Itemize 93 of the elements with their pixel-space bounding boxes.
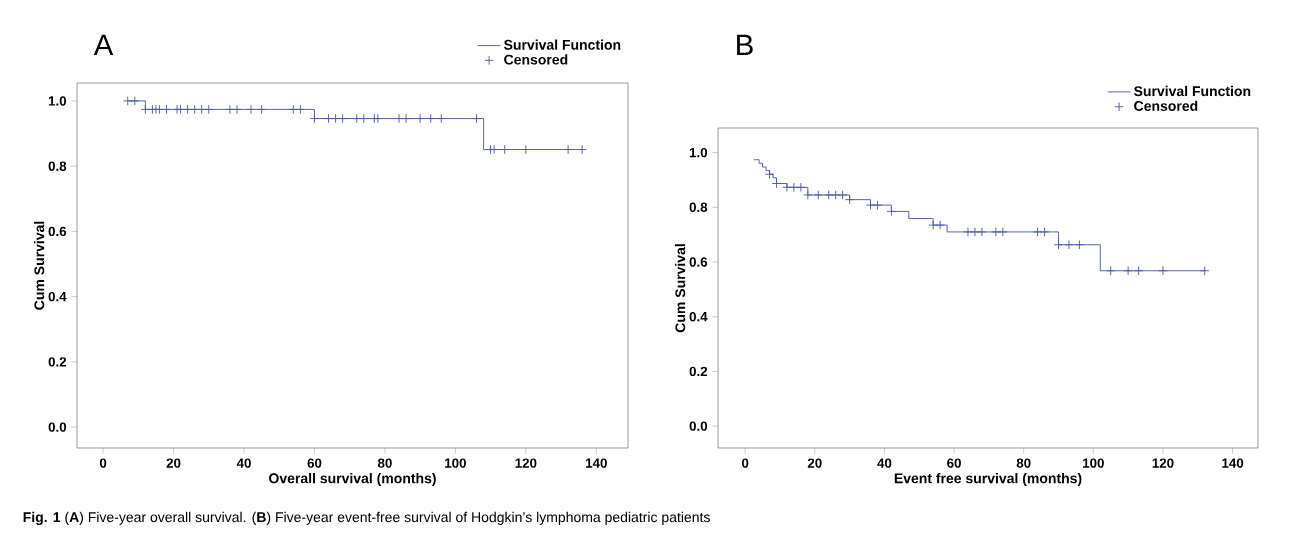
- point: [865, 200, 876, 210]
- point: [161, 104, 172, 115]
- y-tick-label: 0.6: [689, 257, 708, 267]
- y-tick-label: 1.0: [48, 96, 67, 106]
- point: [886, 206, 897, 217]
- point: [140, 104, 151, 115]
- y-tick-label: 0.2: [689, 366, 708, 377]
- y-tick-label: 0.2: [48, 357, 67, 367]
- point: [295, 104, 306, 115]
- point: [935, 220, 945, 230]
- point: [991, 227, 1001, 237]
- point: [246, 104, 256, 115]
- x-tick-label: 100: [1083, 458, 1104, 468]
- point: [1039, 227, 1050, 237]
- point: [204, 104, 214, 115]
- point: [813, 190, 824, 200]
- point: [577, 144, 587, 155]
- point: [563, 144, 573, 155]
- legend-label: Survival Function: [504, 39, 621, 50]
- y-tick-label: 0.0: [689, 421, 708, 431]
- point: [309, 113, 320, 124]
- point: [1032, 227, 1043, 237]
- x-axis-title: Event free survival (months): [894, 472, 1082, 487]
- y-axis-title: Cum Survival: [33, 221, 45, 310]
- point: [225, 104, 235, 115]
- point: [499, 144, 510, 155]
- point: [998, 227, 1008, 237]
- point: [764, 169, 775, 179]
- point: [830, 190, 841, 200]
- point: [963, 227, 973, 237]
- y-tick-label: 0.6: [48, 226, 67, 237]
- chart-title: A: [93, 34, 114, 55]
- point: [823, 190, 834, 200]
- y-tick-label: 0.0: [48, 422, 67, 432]
- point: [182, 104, 193, 115]
- x-tick-label: 120: [1152, 458, 1174, 468]
- x-tick-label: 120: [515, 458, 537, 468]
- point: [401, 113, 411, 124]
- x-tick-label: 60: [947, 458, 961, 468]
- point: [359, 113, 369, 124]
- point: [189, 104, 200, 115]
- point: [425, 113, 436, 124]
- point: [196, 104, 207, 115]
- point: [436, 113, 447, 124]
- x-tick-label: 40: [877, 458, 892, 468]
- x-tick-label: 0: [99, 458, 107, 468]
- point: [1064, 240, 1074, 250]
- point: [782, 182, 792, 193]
- x-tick-label: 100: [445, 458, 466, 468]
- point: [970, 227, 980, 237]
- point: [1200, 266, 1210, 276]
- point: [1106, 266, 1116, 276]
- legend-label: Survival Function: [1134, 85, 1251, 97]
- x-tick-label: 0: [741, 458, 749, 468]
- point: [1123, 266, 1133, 276]
- x-tick-label: 80: [1016, 458, 1031, 468]
- point: [352, 113, 362, 124]
- point: [256, 104, 267, 115]
- point: [928, 220, 938, 230]
- y-tick-label: 0.4: [48, 291, 67, 302]
- point: [1133, 266, 1144, 276]
- point: [796, 182, 806, 193]
- x-tick-label: 60: [307, 458, 322, 468]
- y-tick-label: 1.0: [689, 147, 708, 158]
- y-tick-label: 0.8: [689, 202, 708, 213]
- x-tick-label: 40: [236, 458, 251, 468]
- point: [471, 113, 482, 124]
- x-tick-label: 80: [377, 458, 392, 468]
- x-tick-label: 20: [166, 458, 181, 468]
- point: [415, 113, 425, 124]
- point: [1053, 240, 1064, 250]
- point: [1158, 266, 1168, 276]
- text: Fig. 1 (A) Five-year overall survival. (B) Five-year event-free survival of Hodgkin’s lymphoma pediatric patients: [23, 511, 710, 525]
- point: [123, 96, 133, 106]
- point: [232, 104, 242, 115]
- point: [288, 104, 299, 115]
- point: [872, 200, 883, 210]
- x-axis-title: Overall survival (months): [269, 472, 436, 487]
- x-tick-label: 20: [807, 458, 822, 468]
- y-tick-label: 0.8: [48, 161, 67, 171]
- legend-label: Censored: [504, 54, 568, 65]
- y-tick-label: 0.4: [689, 311, 708, 322]
- x-tick-label: 140: [586, 458, 607, 468]
- y-axis-title: Cum Survival: [674, 244, 686, 333]
- x-tick-label: 140: [1222, 458, 1244, 468]
- legend-label: Censored: [1134, 100, 1198, 111]
- point: [394, 113, 404, 124]
- point: [521, 144, 531, 155]
- point: [977, 227, 987, 237]
- point: [1074, 240, 1085, 250]
- chart-title: B: [737, 34, 753, 55]
- point: [803, 190, 813, 200]
- point: [789, 182, 799, 193]
